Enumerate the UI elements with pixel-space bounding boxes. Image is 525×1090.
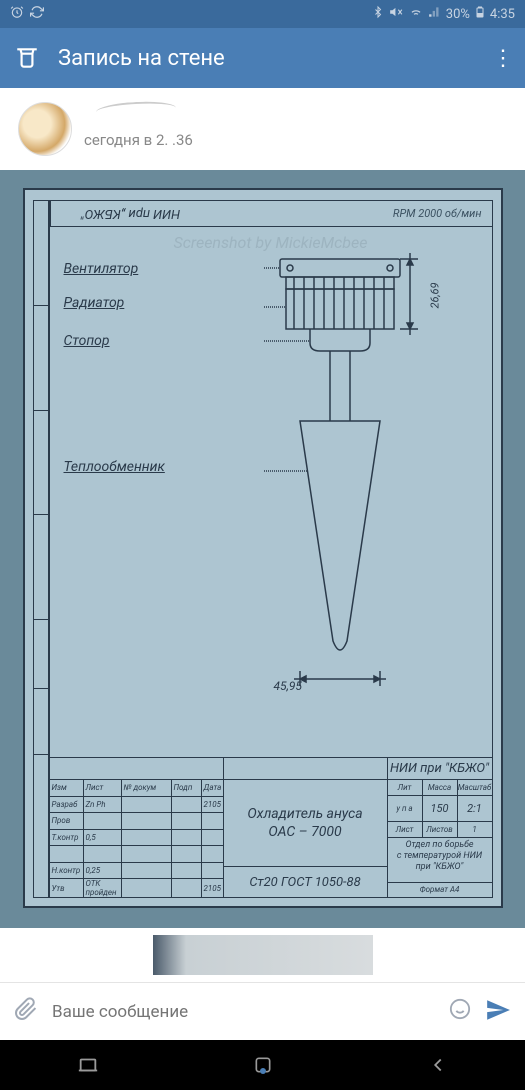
app-bar: Запись на стене ⋮ [0,28,525,88]
part-labels: Вентилятор Радиатор Стопор Теплообменник [64,253,165,481]
header-rpm: RPM 2000 об/мин [210,201,492,226]
bluetooth-icon [372,5,384,23]
dim-height: 26,69 [428,282,441,308]
sync-icon [30,5,44,23]
attachment-strip [0,928,525,982]
status-bar: 30% 4:35 [0,0,525,28]
signal-icon [428,5,442,23]
alarm-icon [10,5,24,23]
post-header[interactable]: сегодня в 2. .36 [0,88,525,170]
back-icon[interactable] [14,45,40,71]
send-icon[interactable] [485,997,511,1027]
author-redacted [86,94,196,132]
battery-icon [474,4,486,24]
wifi-icon [408,5,424,23]
header-org-inverted: НИИ при „КБЖО" [50,201,210,226]
label-fan: Вентилятор [64,261,165,277]
dim-width: 45,95 [274,679,302,693]
nav-home[interactable] [233,1045,293,1085]
attachment-thumb[interactable] [153,935,373,975]
nav-recents[interactable] [58,1045,118,1085]
tb-org [224,758,387,780]
tb-right: НИИ при "КБЖО" ЛитМассаМасштаб у п а1502… [388,758,492,897]
binding-strip [33,200,49,898]
nav-back[interactable] [408,1045,468,1085]
watermark: Screenshot by MickieMcbee [50,233,492,252]
menu-icon[interactable]: ⋮ [492,46,511,71]
tb-center: Охладитель ануса ОАС – 7000 Ст20 ГОСТ 10… [224,758,388,897]
tb-dept: Отдел по борьбес температурой НИИ при "К… [388,838,492,883]
technical-drawing: НИИ при „КБЖО" RPM 2000 об/мин Screensho… [23,188,503,908]
tb-material: Ст20 ГОСТ 1050-88 [224,867,387,897]
tb-name: Охладитель ануса ОАС – 7000 [224,780,387,867]
message-input-bar [0,982,525,1040]
drawing-header: НИИ при „КБЖО" RPM 2000 об/мин [50,201,492,227]
drawing-frame: НИИ при „КБЖО" RPM 2000 об/мин Screensho… [49,200,493,898]
tb-org-right: НИИ при "КБЖО" [388,758,492,780]
post-timestamp: сегодня в 2. .36 [84,131,193,149]
battery-text: 30% [446,7,470,22]
nav-indicator [260,1068,266,1074]
android-nav-bar [0,1040,525,1090]
label-radiator: Радиатор [64,295,165,311]
tb-signatures: ИзмЛист№ докумПодпДатаРазрабZn Ph2105Про… [50,758,224,897]
status-right: 30% 4:35 [372,4,515,24]
message-input[interactable] [52,1002,435,1022]
app-title: Запись на стене [58,46,474,71]
avatar[interactable] [18,102,72,156]
tb-format: Формат А4 [388,883,492,897]
status-left [10,5,44,23]
label-stopper: Стопор [64,333,165,349]
status-time: 4:35 [490,7,515,22]
device-outline [250,251,450,711]
mute-icon [388,5,404,23]
attach-icon[interactable] [14,997,38,1027]
title-block: ИзмЛист№ докумПодпДатаРазрабZn Ph2105Про… [50,757,492,897]
label-exchanger: Теплообменник [64,459,165,475]
emoji-icon[interactable] [449,998,471,1025]
post-image[interactable]: НИИ при „КБЖО" RPM 2000 об/мин Screensho… [0,170,525,928]
